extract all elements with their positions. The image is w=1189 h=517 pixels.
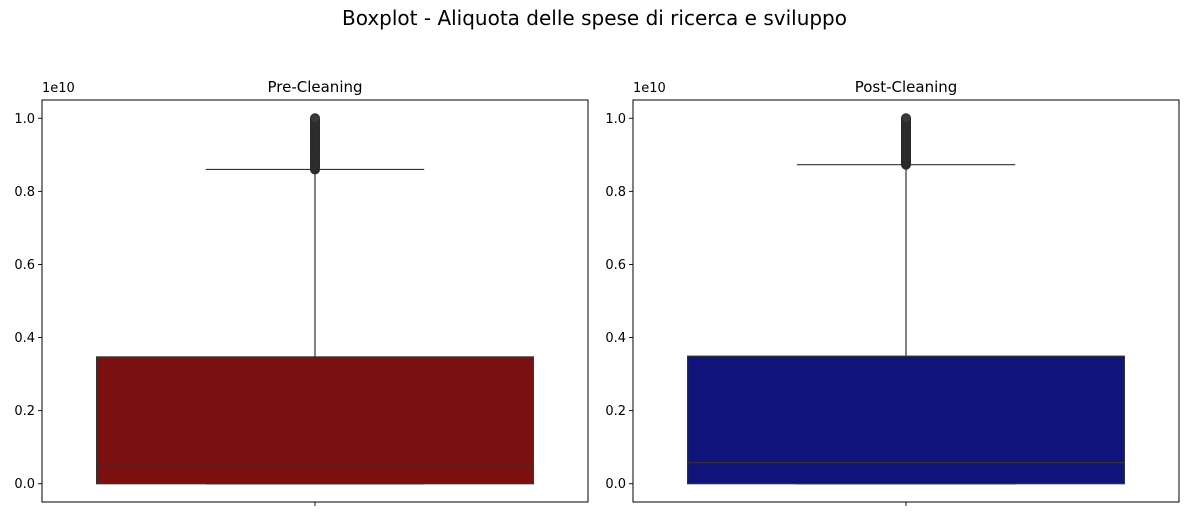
iqr-box bbox=[686, 355, 1125, 485]
y-tick-label: 1.0 bbox=[605, 112, 626, 127]
y-tick-label: 0.4 bbox=[605, 331, 626, 346]
outlier-point bbox=[310, 113, 320, 124]
y-tick-label: 0.6 bbox=[605, 258, 626, 273]
subplot-1: Pre-Cleaning 1e10 0.0 0.2 0.4 0.6 0.8 1.0 bbox=[14, 78, 589, 506]
outlier-point bbox=[901, 113, 911, 124]
axis-offset-label: 1e10 bbox=[633, 81, 666, 96]
subplot-title: Pre-Cleaning bbox=[267, 78, 362, 96]
y-tick-label: 0.2 bbox=[605, 404, 626, 419]
y-tick-label: 1.0 bbox=[14, 112, 35, 127]
subplot-title: Post-Cleaning bbox=[855, 78, 958, 96]
iqr-box bbox=[95, 356, 534, 485]
plot-frame bbox=[632, 99, 1180, 503]
y-tick-label: 0.0 bbox=[14, 477, 35, 492]
y-tick-label: 0.6 bbox=[14, 258, 35, 273]
y-tick-label: 0.8 bbox=[605, 185, 626, 200]
y-tick-label: 0.4 bbox=[14, 331, 35, 346]
figure-title: Boxplot - Aliquota delle spese di ricerc… bbox=[342, 6, 847, 30]
y-tick-label: 0.0 bbox=[605, 477, 626, 492]
y-tick-label: 0.2 bbox=[14, 404, 35, 419]
plot-frame bbox=[41, 99, 589, 503]
axis-offset-label: 1e10 bbox=[42, 81, 75, 96]
y-tick-label: 0.8 bbox=[14, 185, 35, 200]
subplot-2: Post-Cleaning 1e10 0.0 0.2 0.4 0.6 0.8 1.0 bbox=[605, 78, 1180, 506]
